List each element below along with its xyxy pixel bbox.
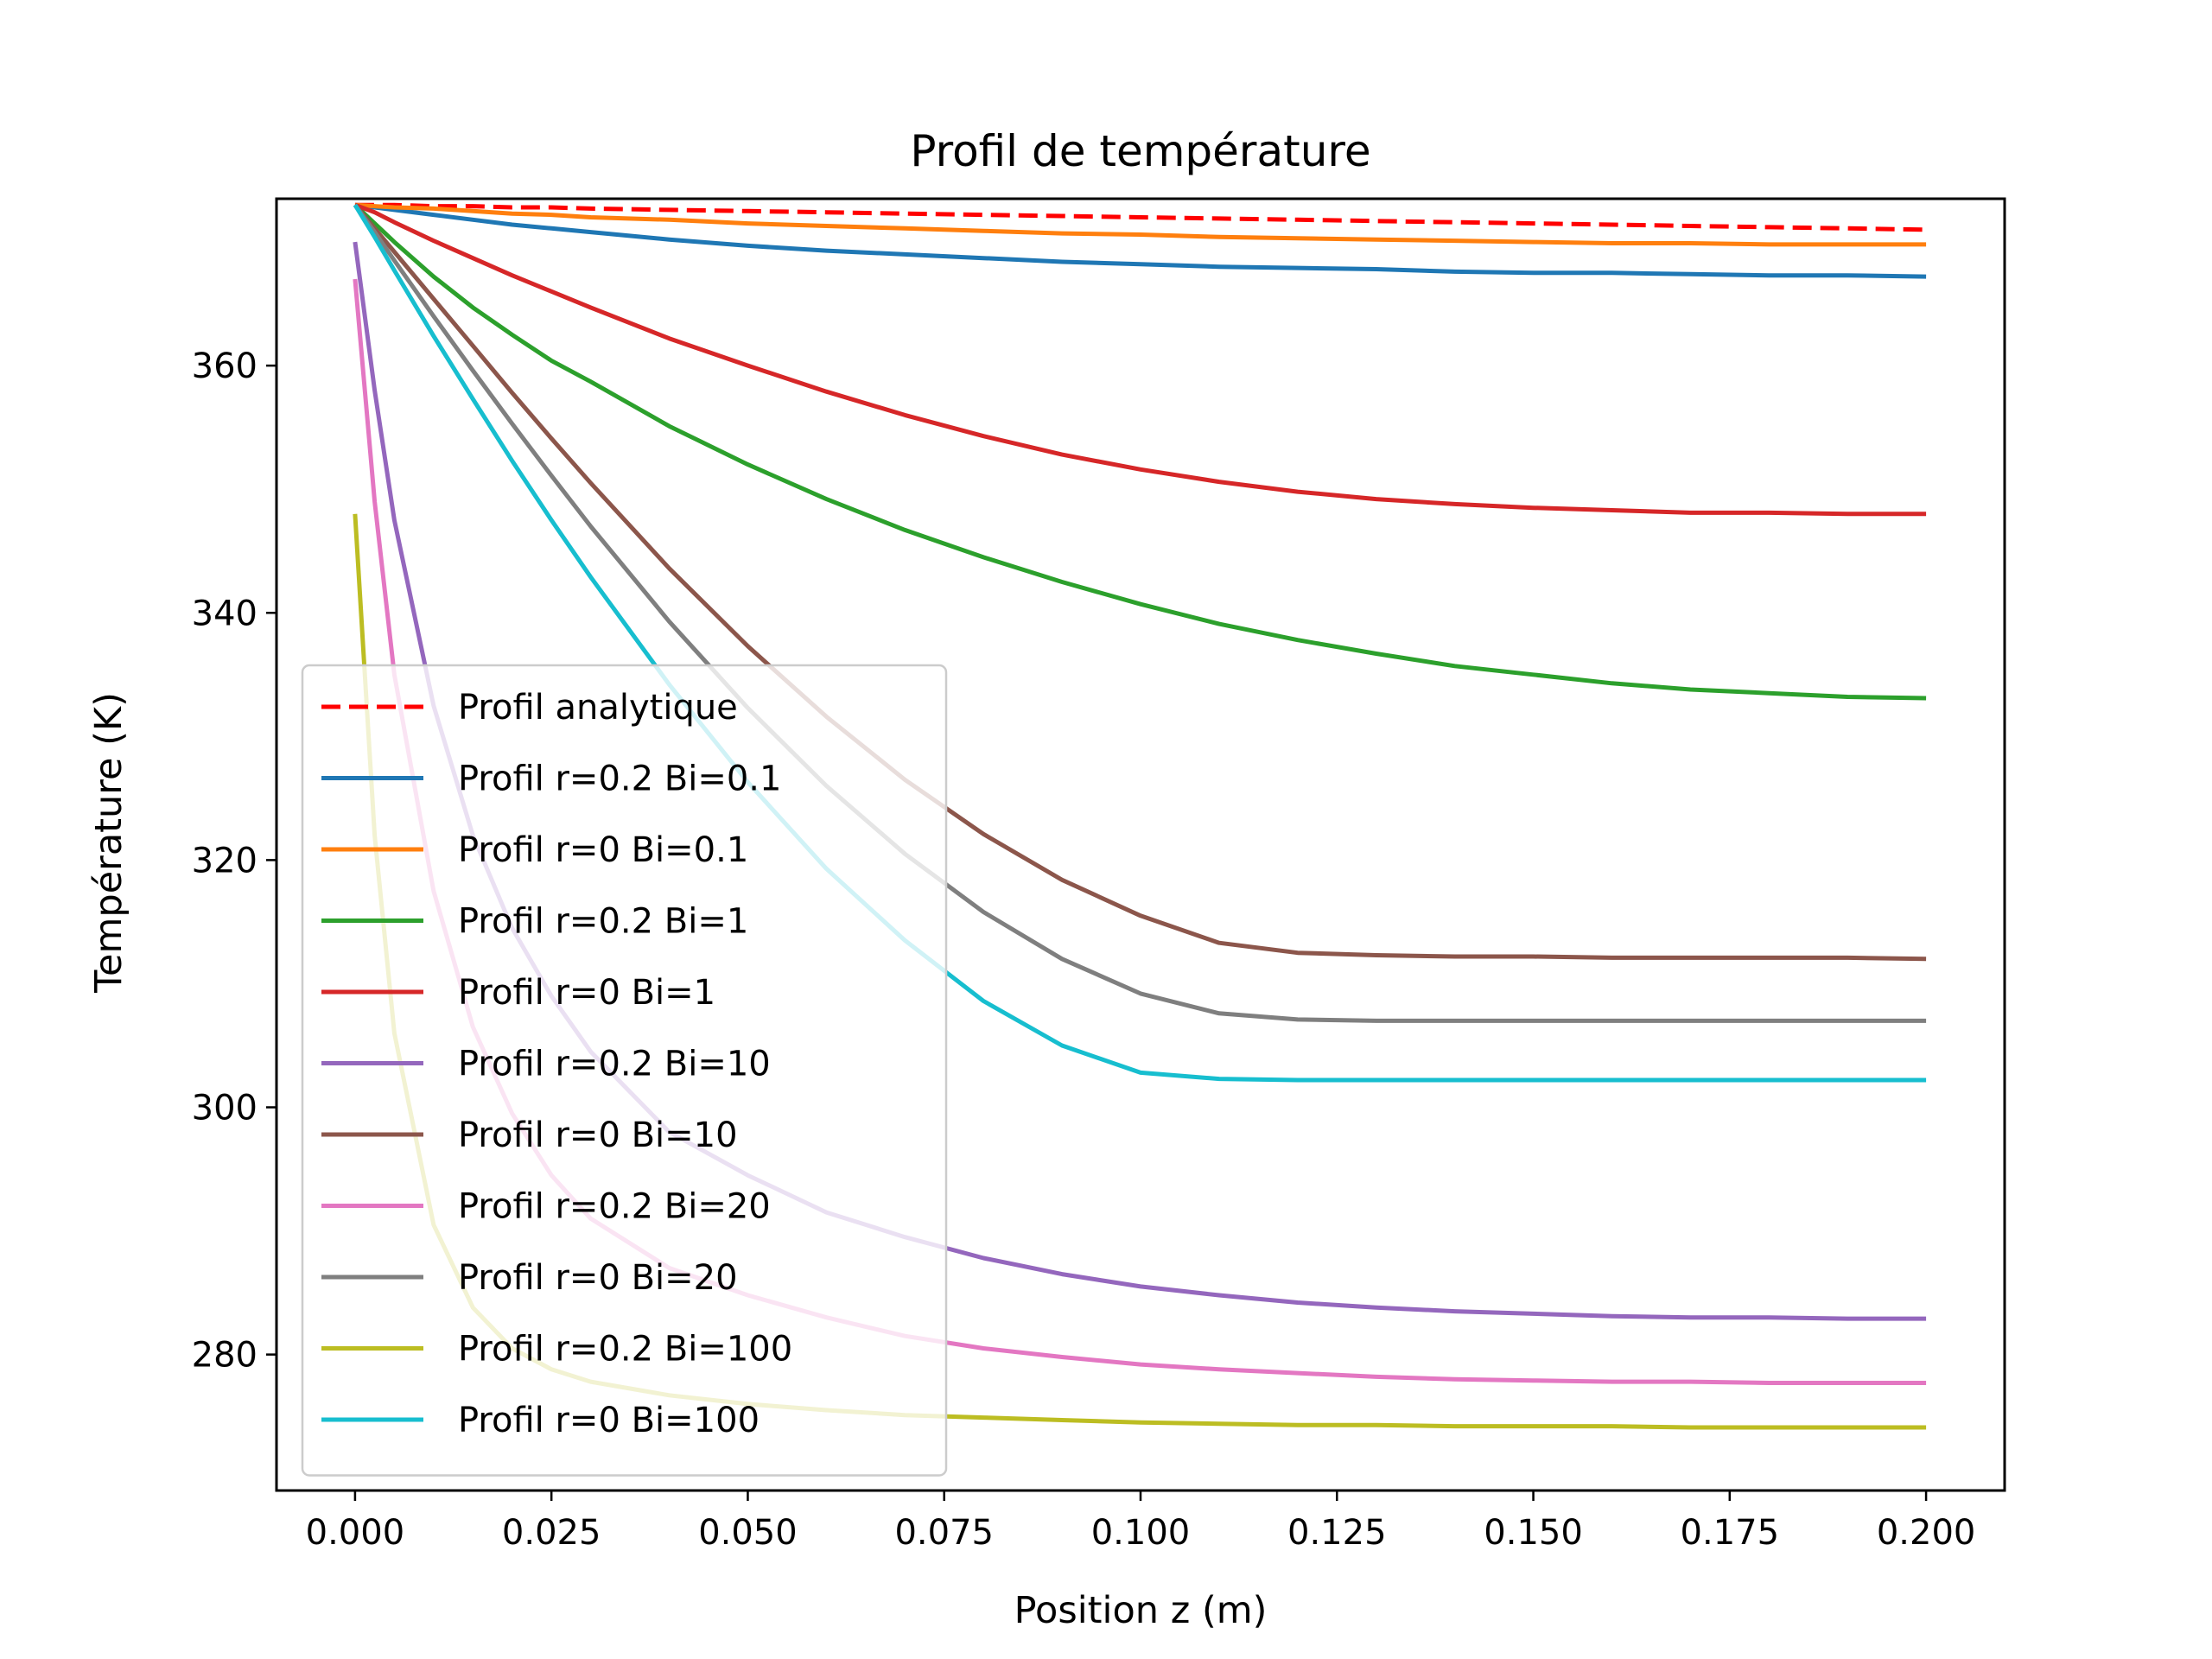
x-tick-label: 0.050 (698, 1513, 798, 1553)
legend-label: Profil analytique (458, 688, 738, 728)
y-tick-label: 300 (192, 1089, 257, 1128)
legend-label: Profil r=0 Bi=100 (458, 1401, 760, 1440)
series-line-6 (353, 203, 1927, 962)
x-tick-label: 0.075 (894, 1513, 994, 1553)
x-tick-label: 0.025 (502, 1513, 601, 1553)
y-tick-label: 340 (192, 594, 257, 633)
legend-box (301, 664, 948, 1477)
x-tick-label: 0.125 (1287, 1513, 1387, 1553)
x-tick-label: 0.200 (1877, 1513, 1976, 1553)
chart-title: Profil de température (910, 126, 1370, 176)
series-line-3 (353, 203, 1927, 701)
axes-layer: 0.000 0.025 0.050 0.075 0.100 0.125 0.150 0.175… (192, 346, 1976, 1553)
legend-label: Profil r=0.2 Bi=0.1 (458, 760, 781, 799)
series-line-2 (354, 202, 1927, 247)
x-axis-label: Position z (m) (1014, 1589, 1268, 1632)
series-line-8 (353, 203, 1927, 1023)
x-tick-label: 0.150 (1484, 1513, 1583, 1553)
legend: Profil analytique Profil r=0.2 Bi=0.1 Prof… (301, 664, 948, 1477)
legend-label: Profil r=0 Bi=20 (458, 1258, 738, 1298)
x-tick-label: 0.175 (1681, 1513, 1780, 1553)
x-tick-label: 0.100 (1091, 1513, 1191, 1553)
y-tick-label: 320 (192, 841, 257, 880)
legend-label: Profil r=0.2 Bi=20 (458, 1187, 771, 1227)
y-tick-label: 360 (192, 346, 257, 386)
legend-label: Profil r=0.2 Bi=10 (458, 1045, 771, 1084)
series-line-10 (353, 203, 1927, 1083)
legend-label: Profil r=0.2 Bi=1 (458, 902, 748, 942)
legend-label: Profil r=0 Bi=1 (458, 973, 715, 1013)
y-tick-label: 280 (192, 1336, 257, 1376)
series-line-1 (354, 202, 1927, 279)
legend-label: Profil r=0 Bi=0.1 (458, 830, 748, 870)
y-axis-label: Température (K) (87, 692, 130, 994)
series-line-4 (354, 202, 1927, 517)
legend-label: Profil r=0.2 Bi=100 (458, 1330, 792, 1370)
x-tick-label: 0.000 (306, 1513, 405, 1553)
series-line-0 (354, 202, 1927, 232)
legend-label: Profil r=0 Bi=10 (458, 1116, 738, 1155)
